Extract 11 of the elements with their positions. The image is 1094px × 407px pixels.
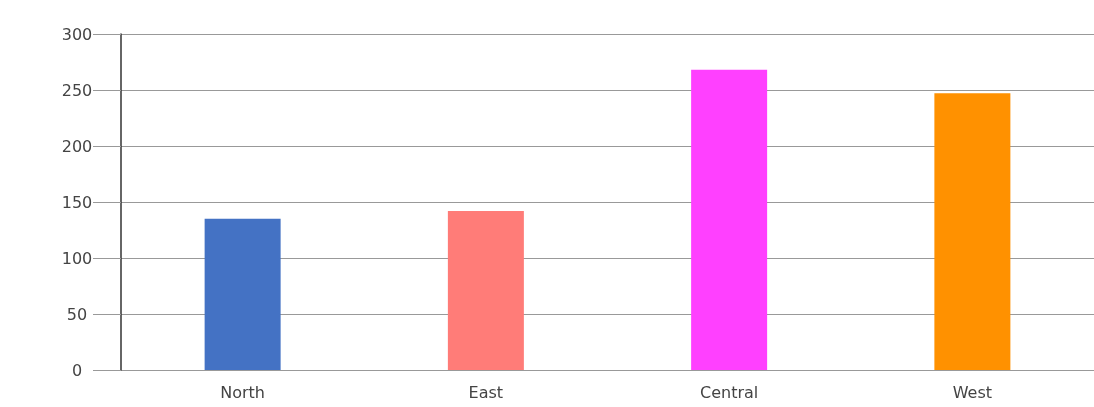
y-tick-label: 250 [61, 80, 93, 100]
y-tick-label: 50 [66, 304, 88, 324]
x-tick-label: East [468, 382, 504, 402]
y-tick-label: 150 [61, 192, 93, 212]
y-tick-label: 100 [61, 248, 93, 268]
y-tick-label: 200 [61, 136, 93, 156]
y-tick-label: 300 [61, 24, 93, 44]
x-tick-label: Central [699, 382, 759, 402]
y-tick-label: 0 [71, 360, 83, 380]
x-tick-label: North [220, 382, 265, 402]
x-tick-label: West [952, 382, 993, 402]
